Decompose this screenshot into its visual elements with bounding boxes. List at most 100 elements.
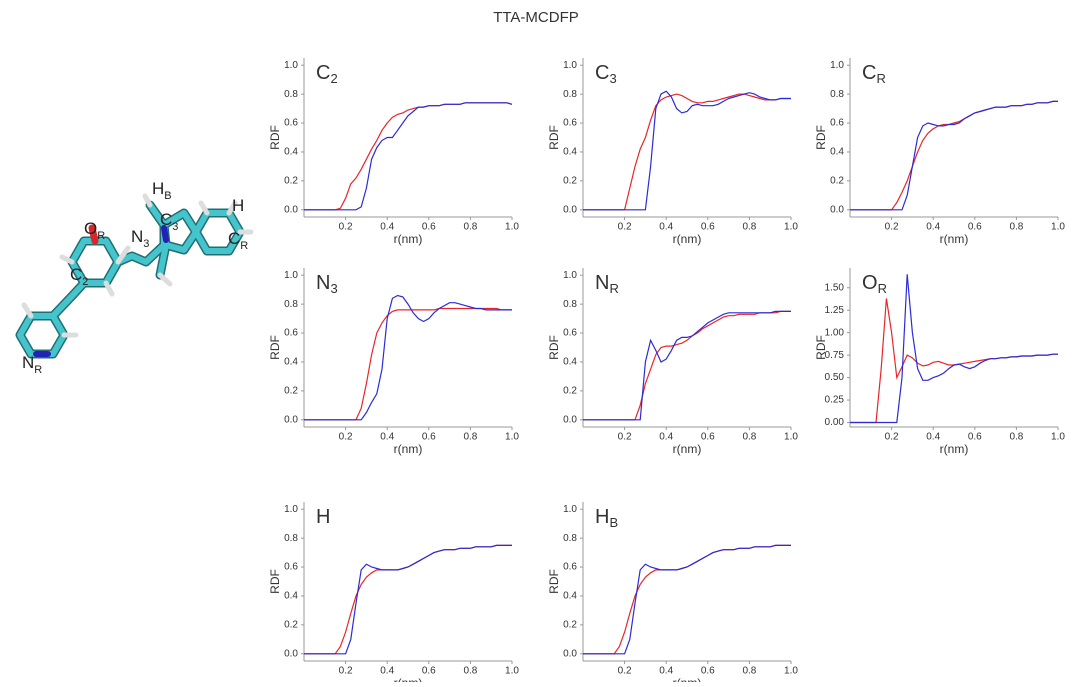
y-tick-label: 0.4 [563,147,577,158]
x-tick-label: 1.0 [505,432,519,443]
panel-label: HB [595,506,618,530]
atom-label-sub: 2 [82,276,88,288]
x-axis-label: r(nm) [394,442,423,456]
y-tick-label: 0.6 [284,118,298,129]
y-axis-label: RDF [547,335,561,360]
x-tick-label: 0.8 [742,222,756,233]
y-axis-label: RDF [547,125,561,150]
panel-label-main: N [595,272,609,294]
panel-label: OR [862,272,887,296]
atom-label-main: C [70,265,82,284]
y-tick-label: 0.00 [825,417,845,428]
y-tick-label: 1.0 [284,504,298,515]
x-tick-label: 1.0 [784,666,798,677]
x-tick-label: 1.0 [784,222,798,233]
y-tick-label: 1.0 [284,270,298,281]
x-tick-label: 0.4 [926,432,940,443]
y-tick-label: 1.0 [284,60,298,71]
y-tick-label: 1.0 [563,270,577,281]
atom-label-sub: R [97,230,105,242]
y-tick-label: 0.0 [284,648,298,659]
rdf-line [583,311,791,419]
x-tick-label: 0.2 [339,222,353,233]
x-tick-label: 0.8 [463,222,477,233]
rdf-line [850,101,1058,209]
panel-label-sub: R [609,281,618,296]
panel-label-sub: 3 [609,71,616,86]
y-tick-label: 0.25 [825,395,845,406]
panel-label-main: N [316,272,330,294]
x-tick-label: 0.2 [618,432,632,443]
y-axis-label: RDF [814,335,828,360]
figure-title: TTA-MCDFP [493,9,579,26]
x-tick-label: 0.2 [618,222,632,233]
rdf-line [583,545,791,653]
y-tick-label: 0.0 [563,414,577,425]
x-tick-label: 1.0 [1051,222,1065,233]
y-tick-label: 1.0 [563,60,577,71]
panel-label: H [316,506,330,528]
y-tick-label: 0.6 [830,118,844,129]
panel-label: C3 [595,62,617,86]
panel-label: CR [862,62,886,86]
x-tick-label: 0.6 [422,666,436,677]
atom-label: N3 [131,227,149,249]
x-tick-label: 0.6 [422,432,436,443]
rdf-line [850,299,1058,423]
x-tick-label: 0.2 [885,222,899,233]
x-axis-label: r(nm) [673,442,702,456]
y-tick-label: 0.6 [563,328,577,339]
atom-label-sub: R [240,240,248,252]
panel-label-sub: 2 [330,71,337,86]
y-tick-label: 0.8 [284,533,298,544]
y-tick-label: 0.6 [284,328,298,339]
x-tick-label: 0.8 [742,666,756,677]
y-tick-label: 0.2 [830,176,844,187]
y-tick-label: 0.6 [284,562,298,573]
atom-label-main: H [232,196,244,215]
x-axis-label: r(nm) [394,232,423,246]
atom-label-sub: 3 [143,238,149,250]
x-tick-label: 1.0 [1051,432,1065,443]
y-tick-label: 1.50 [825,282,845,293]
atom-label-main: C [160,210,172,229]
x-tick-label: 0.6 [968,432,982,443]
y-tick-label: 0.4 [830,147,844,158]
y-axis-label: RDF [268,569,282,594]
atom-label-sub: B [164,190,171,202]
y-axis-label: RDF [268,125,282,150]
atom-label-sub: R [34,364,42,376]
x-tick-label: 0.6 [422,222,436,233]
x-tick-label: 0.2 [618,666,632,677]
panel-label-main: H [595,506,609,528]
x-axis-label: r(nm) [940,442,969,456]
y-tick-label: 0.8 [563,533,577,544]
y-tick-label: 0.0 [563,648,577,659]
y-tick-label: 0.4 [563,357,577,368]
figure: TTA-MCDFP ORC2N3 [0,0,1072,682]
atom-label: HB [152,179,172,201]
y-tick-label: 0.8 [830,89,844,100]
x-tick-label: 0.4 [926,222,940,233]
atom-label-main: C [228,229,240,248]
y-tick-label: 0.2 [563,620,577,631]
x-tick-label: 0.6 [701,222,715,233]
rdf-line [583,311,791,419]
panel-label-sub: R [876,71,885,86]
panel-label: C2 [316,62,338,86]
rdf-line [304,103,512,210]
x-tick-label: 1.0 [505,222,519,233]
atom-label-main: N [22,353,34,372]
x-tick-label: 1.0 [505,666,519,677]
y-tick-label: 0.6 [563,562,577,573]
y-tick-label: 0.8 [563,299,577,310]
panel-label-sub: B [609,515,618,530]
panel-label-main: C [595,62,609,84]
y-tick-label: 1.0 [830,60,844,71]
x-tick-label: 0.4 [659,666,673,677]
y-tick-label: 0.4 [284,357,298,368]
x-tick-label: 0.8 [1009,222,1023,233]
atom-label-sub: 3 [172,221,178,233]
x-axis-label: r(nm) [673,232,702,246]
x-tick-label: 0.4 [380,432,394,443]
